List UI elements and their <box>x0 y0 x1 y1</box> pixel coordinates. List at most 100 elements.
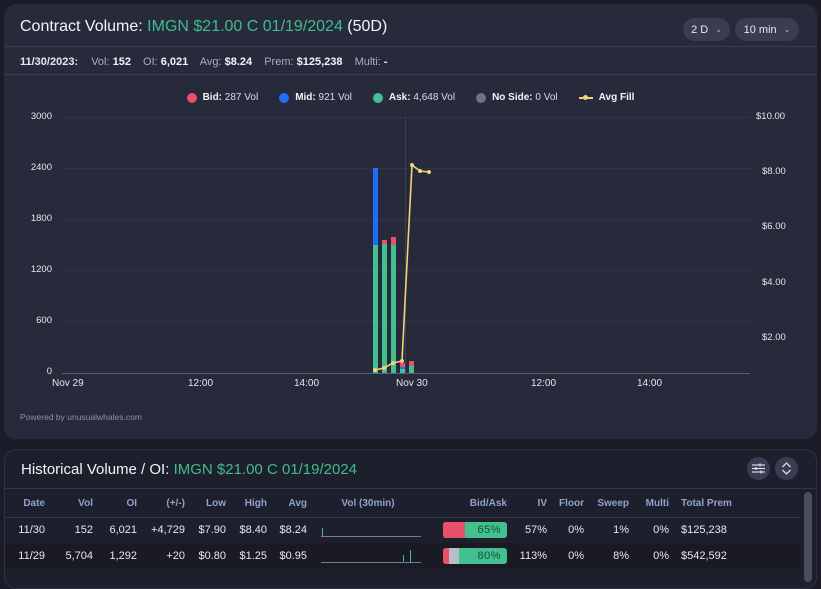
ask-percent: 80% <box>477 550 501 562</box>
bar-bid[interactable] <box>391 237 396 245</box>
col-multi[interactable]: Multi <box>633 490 673 518</box>
y-right-tick: $8.00 <box>762 166 786 177</box>
ask-dot-icon <box>372 92 383 103</box>
col-low[interactable]: Low <box>189 490 230 518</box>
title-contract[interactable]: IMGN $21.00 C 01/19/2024 <box>147 18 343 35</box>
y-tick: 0 <box>46 366 52 377</box>
sliders-icon <box>752 463 765 474</box>
chevron-up-down-icon <box>782 462 791 475</box>
bar-bid[interactable] <box>400 363 405 367</box>
bid-dot-icon <box>186 92 197 103</box>
historical-volume-card: Historical Volume / OI: IMGN $21.00 C 01… <box>4 449 817 589</box>
bar-ask[interactable] <box>391 245 396 373</box>
bar-mid[interactable] <box>373 168 378 245</box>
legend-no-side-label: No Side: <box>492 92 533 103</box>
legend-ask[interactable]: Ask: 4,648 Vol <box>372 92 456 103</box>
y-right-tick: $4.00 <box>762 277 786 288</box>
cell-high: $1.25 <box>230 543 271 569</box>
y-right-tick: $10.00 <box>756 111 786 122</box>
chevron-down-icon: ⌄ <box>715 25 722 34</box>
cell-vol-sparkline <box>311 543 425 569</box>
table-row[interactable]: 11/30 152 6,021 +4,729 $7.90 $8.40 $8.24 <box>5 517 800 543</box>
day-summary: 11/30/2023: Vol: 152 OI: 6,021 Avg: $8.2… <box>20 56 397 68</box>
col-vol-30min[interactable]: Vol (30min) <box>311 490 425 518</box>
cell-total-prem: $125,238 <box>673 517 739 543</box>
cell-floor: 0% <box>551 543 588 569</box>
filter-settings-button[interactable] <box>747 457 770 480</box>
col-total-prem[interactable]: Total Prem <box>673 490 739 518</box>
cell-bid-ask: 65% <box>425 517 511 543</box>
col-change[interactable]: (+/-) <box>141 490 189 518</box>
col-high[interactable]: High <box>230 490 271 518</box>
col-avg[interactable]: Avg <box>271 490 311 518</box>
col-iv[interactable]: IV <box>511 490 551 518</box>
oi-value: 6,021 <box>160 56 189 68</box>
x-axis-line <box>62 373 750 374</box>
range-select[interactable]: 2 D ⌄ <box>683 18 730 41</box>
col-spacer <box>739 490 800 518</box>
cell-change: +20 <box>141 543 189 569</box>
cell-vol-sparkline <box>311 517 425 543</box>
col-date[interactable]: Date <box>5 490 49 518</box>
contract-volume-title: Contract Volume: IMGN $21.00 C 01/19/202… <box>20 18 387 36</box>
col-oi[interactable]: OI <box>97 490 141 518</box>
col-bid-ask[interactable]: Bid/Ask <box>425 490 511 518</box>
cell-bid-ask: 80% <box>425 543 511 569</box>
prem-label: Prem: <box>264 56 297 68</box>
range-select-value: 2 D <box>691 23 709 36</box>
legend-ask-value: 4,648 Vol <box>410 92 456 103</box>
cell-sweep: 8% <box>588 543 633 569</box>
legend-avg-fill[interactable]: Avg Fill <box>578 92 634 103</box>
cell-vol: 5,704 <box>49 543 97 569</box>
divider <box>4 74 817 75</box>
ask-percent: 65% <box>477 524 501 537</box>
vol-label: Vol: <box>91 56 113 68</box>
col-floor[interactable]: Floor <box>551 490 588 518</box>
legend-bid[interactable]: Bid: 287 Vol <box>186 92 259 103</box>
legend-mid-label: Mid: <box>295 92 316 103</box>
x-tick: 12:00 <box>188 378 214 389</box>
interval-select[interactable]: 10 min ⌄ <box>735 18 799 41</box>
legend-no-side-value: 0 Vol <box>532 92 558 103</box>
bar-bid[interactable] <box>382 240 387 244</box>
powered-by-link[interactable]: Powered by unusualwhales.com <box>20 412 142 422</box>
cell-high: $8.40 <box>230 517 271 543</box>
bar-ask[interactable] <box>382 244 387 373</box>
cell-iv: 57% <box>511 517 551 543</box>
table-scrollbar[interactable] <box>804 492 812 582</box>
multi-label: Multi: <box>354 56 384 68</box>
bar-ask[interactable] <box>373 245 378 373</box>
table-row[interactable]: 11/29 5,704 1,292 +20 $0.80 $1.25 $0.95 <box>5 543 800 569</box>
bar-ask[interactable] <box>400 369 405 373</box>
cell-vol: 152 <box>49 517 97 543</box>
col-sweep[interactable]: Sweep <box>588 490 633 518</box>
history-table: Date Vol OI (+/-) Low High Avg Vol (30mi… <box>5 490 800 569</box>
x-tick: Nov 30 <box>396 378 428 389</box>
legend-bid-value: 287 Vol <box>222 92 259 103</box>
cell-oi: 6,021 <box>97 517 141 543</box>
cell-floor: 0% <box>551 517 588 543</box>
cell-low: $7.90 <box>189 517 230 543</box>
cell-date: 11/30 <box>5 517 49 543</box>
legend-no-side[interactable]: No Side: 0 Vol <box>476 92 558 103</box>
chart-legend: Bid: 287 Vol Mid: 921 Vol Ask: 4,648 Vol… <box>4 92 817 103</box>
table-header: Date Vol OI (+/-) Low High Avg Vol (30mi… <box>5 490 800 518</box>
col-vol[interactable]: Vol <box>49 490 97 518</box>
x-tick: 12:00 <box>531 378 557 389</box>
prem-value: $125,238 <box>296 56 343 68</box>
avg-label: Avg: <box>199 56 225 68</box>
bar-bid[interactable] <box>409 361 414 366</box>
x-tick: 14:00 <box>637 378 663 389</box>
bar-mid[interactable] <box>400 367 405 369</box>
bar-ask[interactable] <box>409 366 414 373</box>
expand-collapse-button[interactable] <box>775 457 798 480</box>
contract-volume-card: Contract Volume: IMGN $21.00 C 01/19/202… <box>4 4 817 439</box>
cell-avg: $0.95 <box>271 543 311 569</box>
title-contract[interactable]: IMGN $21.00 C 01/19/2024 <box>173 461 358 478</box>
legend-ask-label: Ask: <box>388 92 411 103</box>
cell-avg: $8.24 <box>271 517 311 543</box>
interval-select-value: 10 min <box>743 23 777 36</box>
legend-mid[interactable]: Mid: 921 Vol <box>279 92 352 103</box>
mid-dot-icon <box>279 92 290 103</box>
no-side-dot-icon <box>476 92 487 103</box>
